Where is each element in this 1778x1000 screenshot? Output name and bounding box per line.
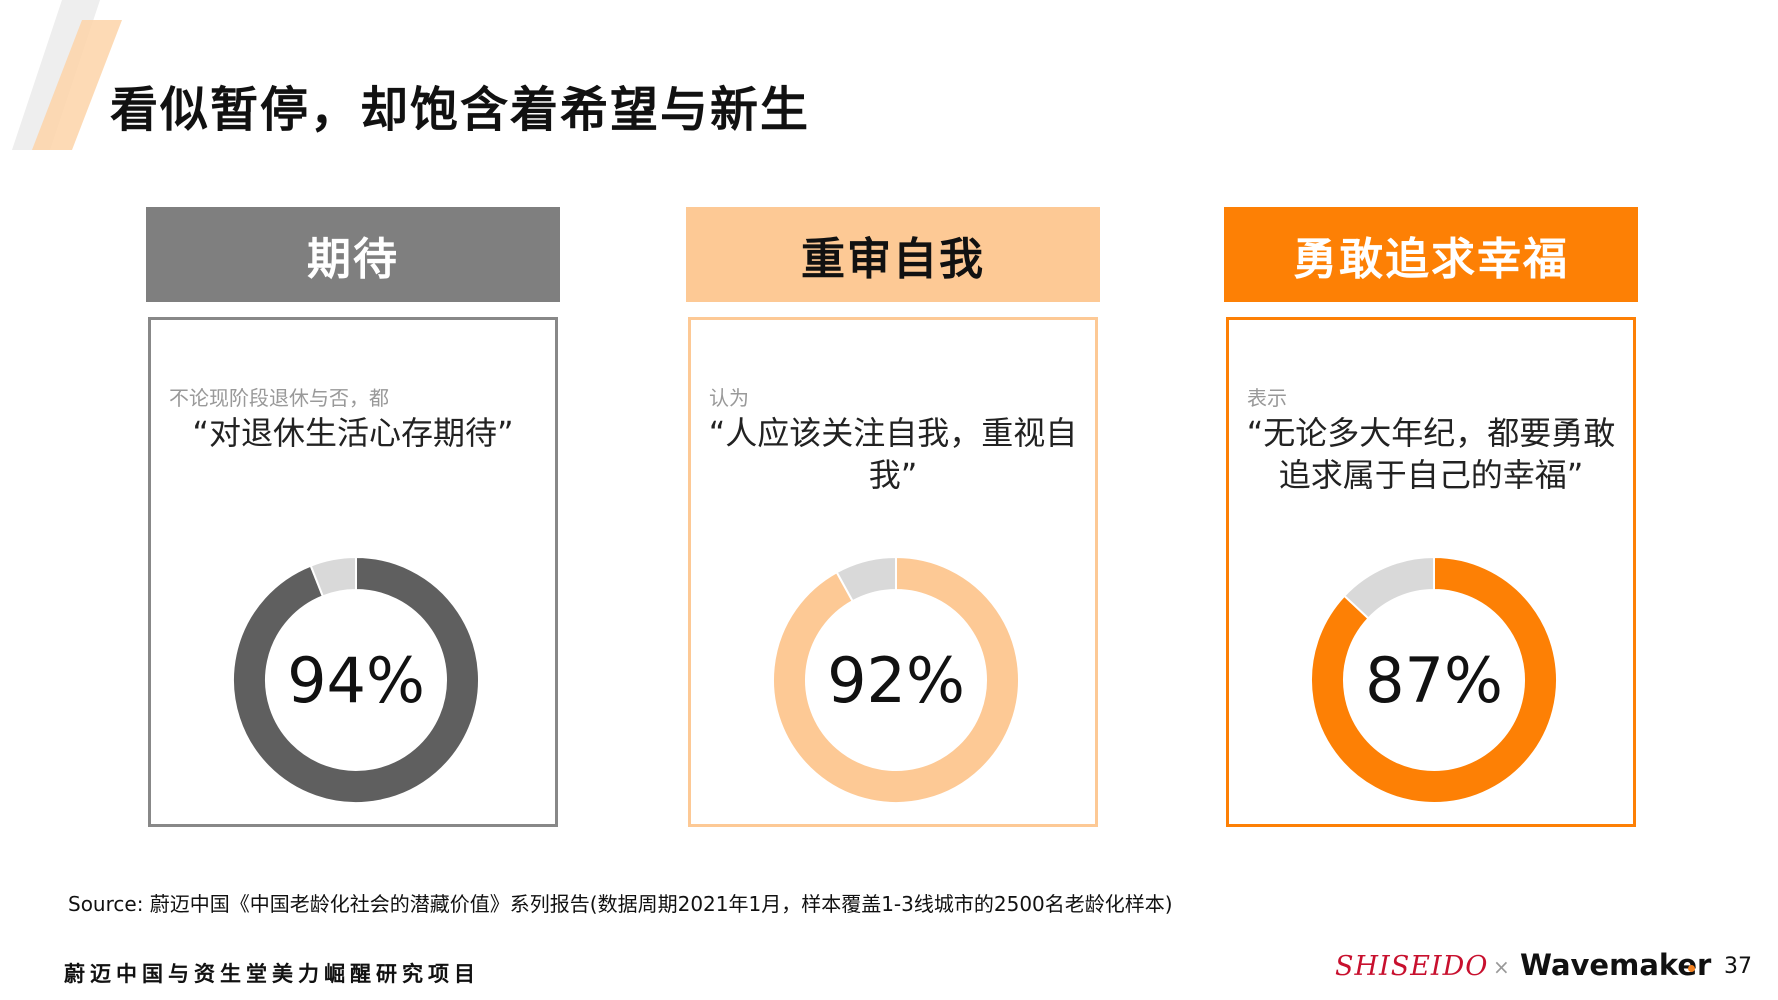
card-lead-text: 认为 xyxy=(709,386,749,410)
card-lead-text: 表示 xyxy=(1247,386,1287,410)
wavemaker-logo-dot xyxy=(1688,965,1695,972)
donut-slice-value xyxy=(233,557,479,803)
card-expectation: 期待 不论现阶段退休与否，都 “对退休生活心存期待” 94% xyxy=(146,207,560,827)
donut-slice-value xyxy=(1311,557,1557,803)
donut-slice-remainder xyxy=(1342,557,1435,620)
card-header: 期待 xyxy=(146,207,560,302)
card-quote: “无论多大年纪，都要勇敢追求属于自己的幸福” xyxy=(1246,414,1616,494)
card-body: 不论现阶段退休与否，都 “对退休生活心存期待” 94% xyxy=(148,317,558,827)
donut-chart xyxy=(233,557,479,803)
percent-label: 92% xyxy=(827,643,965,717)
donut-chart xyxy=(773,557,1019,803)
card-body: 认为 “人应该关注自我，重视自我” 92% xyxy=(688,317,1098,827)
brand-separator: × xyxy=(1493,955,1510,979)
source-note: Source: 蔚迈中国《中国老龄化社会的潜藏价值》系列报告(数据周期2021年… xyxy=(68,892,1173,916)
card-pursue-happiness: 勇敢追求幸福 表示 “无论多大年纪，都要勇敢追求属于自己的幸福” 87% xyxy=(1224,207,1638,827)
footer-project-name: 蔚迈中国与资生堂美力崛醒研究项目 xyxy=(64,962,480,986)
corner-stripes-decoration xyxy=(12,0,122,150)
percent-label: 87% xyxy=(1365,643,1503,717)
card-self-reexamine: 重审自我 认为 “人应该关注自我，重视自我” 92% xyxy=(686,207,1100,827)
card-header: 勇敢追求幸福 xyxy=(1224,207,1638,302)
page-number: 37 xyxy=(1724,954,1752,979)
page-title: 看似暂停，却饱含着希望与新生 xyxy=(110,82,811,138)
card-header: 重审自我 xyxy=(686,207,1100,302)
donut-chart xyxy=(1311,557,1557,803)
donut-slice-value xyxy=(773,557,1019,803)
percent-label: 94% xyxy=(287,643,425,717)
card-quote: “人应该关注自我，重视自我” xyxy=(708,414,1078,494)
wavemaker-logo: Wavemaker xyxy=(1520,948,1712,982)
card-lead-text: 不论现阶段退休与否，都 xyxy=(169,386,389,410)
donut-slice-remainder xyxy=(835,557,897,603)
shiseido-logo: SHISEIDO xyxy=(1335,951,1489,982)
card-quote: “对退休生活心存期待” xyxy=(192,414,514,452)
donut-slice-remainder xyxy=(309,557,357,598)
card-body: 表示 “无论多大年纪，都要勇敢追求属于自己的幸福” 87% xyxy=(1226,317,1636,827)
